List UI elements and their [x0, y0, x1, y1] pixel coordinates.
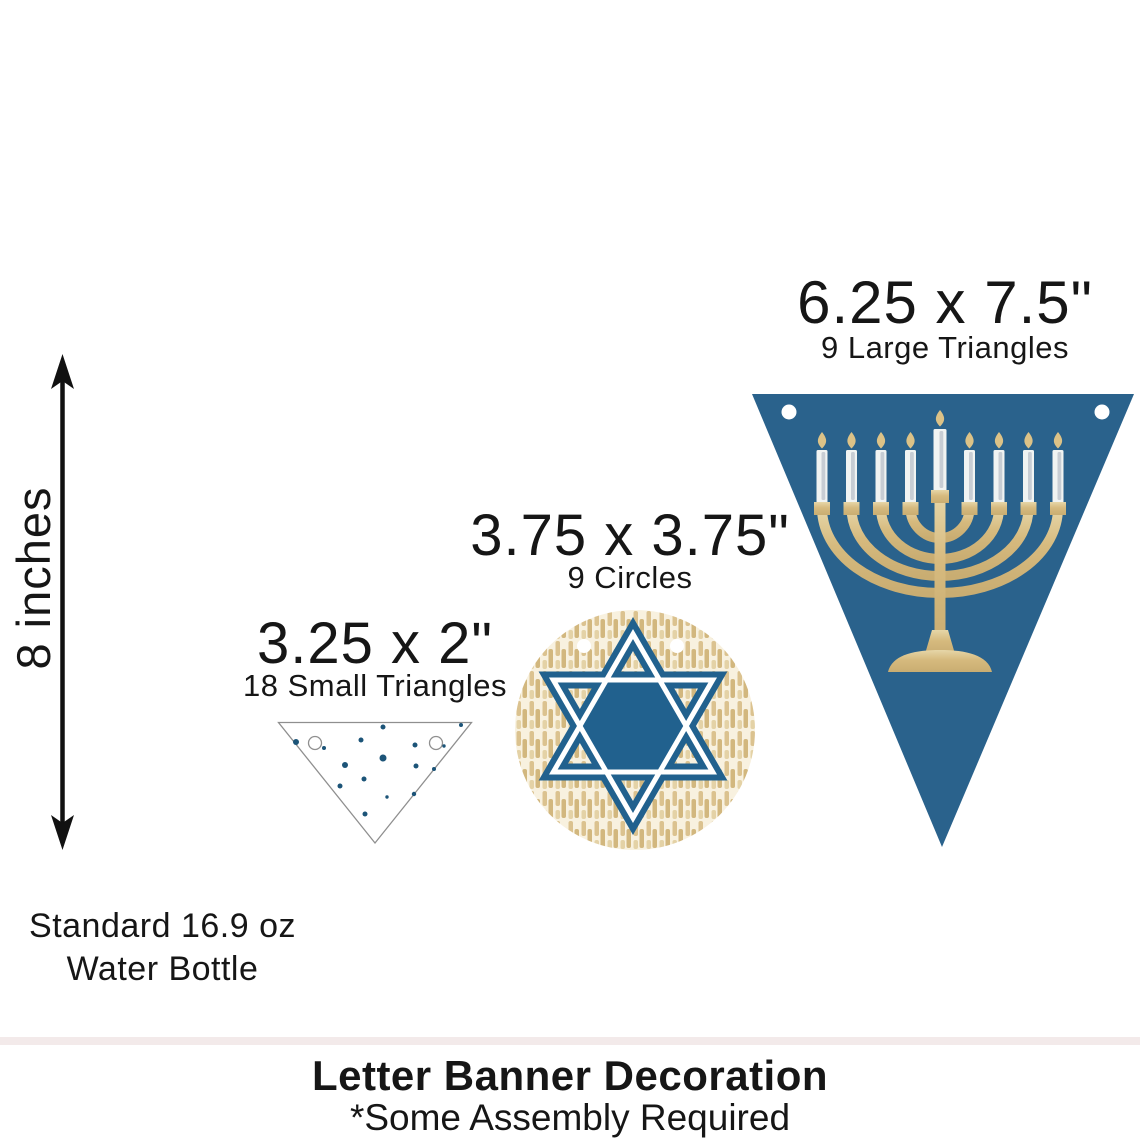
arrow-head-up-icon	[51, 354, 74, 389]
candle-holder	[873, 502, 889, 515]
candle-shading	[880, 452, 885, 500]
star-down-triangle-highlight	[548, 677, 718, 823]
candle-flame-icon	[1024, 432, 1033, 449]
candle-shading	[939, 431, 944, 488]
large-triangle-hole-left	[781, 404, 797, 420]
confetti-dot	[385, 795, 389, 799]
candle-holder	[1020, 502, 1037, 515]
height-arrow	[51, 354, 74, 850]
confetti-dot	[432, 767, 436, 771]
candle-flame-icon	[1053, 432, 1063, 449]
small-triangle-outline	[277, 721, 473, 845]
reference-object-line2: Water Bottle	[66, 949, 259, 988]
star-up-triangle-highlight	[548, 629, 718, 775]
confetti-dot	[442, 744, 446, 748]
menorah-stem-flare	[925, 630, 955, 654]
arrow-head-down-icon	[51, 815, 74, 850]
confetti-dot	[459, 723, 463, 727]
circle-quantity-label: 9 Circles	[567, 560, 693, 595]
confetti-dot	[411, 791, 417, 797]
star-of-david-icon	[538, 617, 728, 835]
large-triangle-hole-right	[1094, 404, 1110, 420]
candle-holder	[1050, 502, 1066, 515]
circle-hole-right	[670, 639, 684, 653]
candle-shading	[998, 452, 1003, 500]
confetti-dot	[337, 783, 343, 789]
large-triangle-quantity-label: 9 Large Triangles	[820, 330, 1070, 365]
candle-shading	[1057, 452, 1062, 500]
circle-shape	[515, 610, 755, 850]
candle-flame-icon	[847, 432, 856, 449]
height-arrow-label: 8 inches	[7, 486, 60, 670]
footer-divider	[0, 1037, 1140, 1045]
circle-size-label: 3.75 x 3.75"	[470, 503, 790, 568]
menorah-base	[888, 650, 992, 672]
candle-flame-icon	[876, 432, 886, 449]
candle-flame-icon	[994, 432, 1004, 449]
candle-holder	[843, 502, 860, 515]
confetti-dot	[413, 763, 419, 769]
candle-flame-icon	[935, 410, 945, 427]
circle-hole-left	[577, 639, 591, 653]
candle-flame-icon	[906, 432, 915, 449]
confetti-dot	[380, 724, 386, 730]
reference-object-label: Standard 16.9 oz Water Bottle	[10, 905, 315, 990]
confetti-dot	[322, 746, 326, 750]
candle-shading	[1028, 452, 1032, 500]
confetti-dot	[358, 737, 364, 743]
confetti-dot	[412, 742, 418, 748]
confetti-dot	[361, 776, 367, 782]
large-triangle-shape	[752, 394, 1134, 847]
small-triangle-hole-right	[428, 735, 444, 751]
small-triangle-shape	[277, 721, 473, 845]
candle-holder	[814, 502, 830, 515]
candle-shading	[821, 452, 826, 500]
candle-flame-icon	[817, 432, 827, 449]
candle-holder	[961, 502, 978, 515]
candle-holder	[931, 490, 949, 503]
large-triangle-size-label: 6.25 x 7.5"	[797, 269, 1093, 336]
candle-shading	[910, 452, 914, 500]
confetti-dot	[362, 811, 368, 817]
candle-flame-icon	[965, 432, 974, 449]
small-triangle-hole-left	[307, 735, 323, 751]
confetti-dot	[379, 754, 387, 762]
menorah-stem	[934, 494, 946, 646]
confetti-dot	[293, 739, 299, 745]
menorah-icon	[814, 410, 1066, 672]
footer-title: Letter Banner Decoration	[311, 1052, 829, 1099]
reference-object-line1: Standard 16.9 oz	[29, 907, 296, 945]
menorah-candles	[814, 410, 1066, 515]
small-triangle-dots	[293, 723, 463, 817]
footer-note: *Some Assembly Required	[349, 1097, 791, 1138]
candle-shading	[851, 452, 855, 500]
candle-holder	[991, 502, 1007, 515]
star-center-hexagon	[579, 680, 687, 772]
small-triangle-quantity-label: 18 Small Triangles	[242, 668, 507, 703]
candle-holder	[902, 502, 919, 515]
small-triangle-size-label: 3.25 x 2"	[257, 611, 493, 676]
candle-shading	[969, 452, 973, 500]
confetti-dot	[342, 762, 348, 768]
